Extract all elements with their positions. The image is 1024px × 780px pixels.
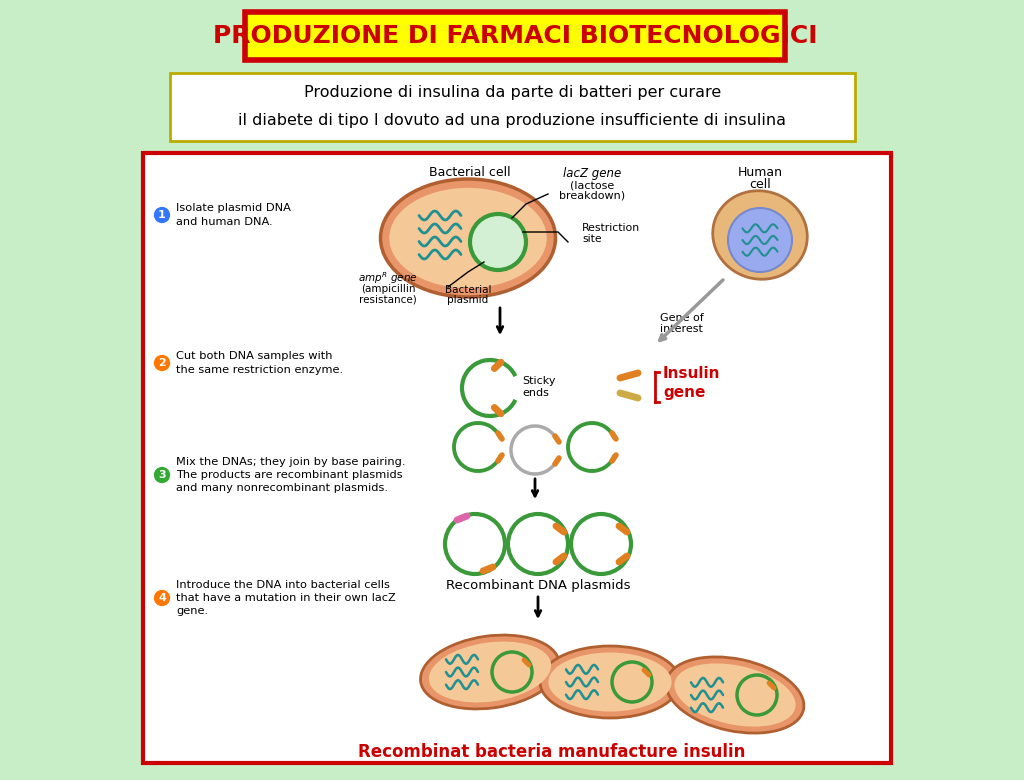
Text: lacZ gene: lacZ gene <box>563 166 622 179</box>
Text: Human: Human <box>737 166 782 179</box>
Text: Introduce the DNA into bacterial cells
that have a mutation in their own lacZ
ge: Introduce the DNA into bacterial cells t… <box>176 580 395 616</box>
Text: 4: 4 <box>158 593 166 603</box>
Text: (lactose: (lactose <box>570 180 614 190</box>
Text: Mix the DNAs; they join by base pairing.
The products are recombinant plasmids
a: Mix the DNAs; they join by base pairing.… <box>176 457 406 493</box>
Ellipse shape <box>713 191 807 279</box>
Text: il diabete di tipo I dovuto ad una produzione insufficiente di insulina: il diabete di tipo I dovuto ad una produ… <box>239 112 786 127</box>
Text: Gene of: Gene of <box>660 313 703 323</box>
FancyBboxPatch shape <box>170 73 855 141</box>
Text: Sticky: Sticky <box>522 376 555 386</box>
Text: Recombinant DNA plasmids: Recombinant DNA plasmids <box>445 580 630 593</box>
FancyBboxPatch shape <box>245 12 785 60</box>
Circle shape <box>153 206 171 224</box>
Text: ends: ends <box>522 388 549 398</box>
Text: PRODUZIONE DI FARMACI BIOTECNOLOGICI: PRODUZIONE DI FARMACI BIOTECNOLOGICI <box>213 24 817 48</box>
Circle shape <box>153 589 171 607</box>
Text: cell: cell <box>750 178 771 190</box>
Text: Insulin
gene: Insulin gene <box>663 366 721 400</box>
Text: 1: 1 <box>158 210 166 220</box>
Text: Bacterial: Bacterial <box>444 285 492 295</box>
Ellipse shape <box>389 188 547 288</box>
Text: Produzione di insulina da parte di batteri per curare: Produzione di insulina da parte di batte… <box>304 86 721 101</box>
Ellipse shape <box>675 664 796 727</box>
Text: Cut both DNA samples with
the same restriction enzyme.: Cut both DNA samples with the same restr… <box>176 352 343 374</box>
Text: interest: interest <box>660 324 702 334</box>
Ellipse shape <box>667 657 804 733</box>
Text: Restriction: Restriction <box>582 223 640 233</box>
Text: breakdown): breakdown) <box>559 191 625 201</box>
Text: 2: 2 <box>158 358 166 368</box>
Ellipse shape <box>549 653 672 711</box>
Circle shape <box>153 354 171 372</box>
FancyBboxPatch shape <box>143 153 891 763</box>
Circle shape <box>153 466 171 484</box>
Text: 3: 3 <box>158 470 166 480</box>
Text: Isolate plasmid DNA
and human DNA.: Isolate plasmid DNA and human DNA. <box>176 204 291 227</box>
Text: resistance): resistance) <box>359 294 417 304</box>
Text: plasmid: plasmid <box>447 295 488 305</box>
Ellipse shape <box>540 646 680 718</box>
Ellipse shape <box>381 179 555 297</box>
Ellipse shape <box>421 635 559 709</box>
Text: site: site <box>582 234 602 244</box>
Ellipse shape <box>429 641 551 703</box>
Circle shape <box>470 214 526 270</box>
Text: Bacterial cell: Bacterial cell <box>429 166 511 179</box>
Text: Recombinat bacteria manufacture insulin: Recombinat bacteria manufacture insulin <box>358 743 745 761</box>
Circle shape <box>728 208 792 272</box>
Text: (ampicillin: (ampicillin <box>360 284 416 294</box>
Text: $amp^R$ gene: $amp^R$ gene <box>358 270 418 286</box>
